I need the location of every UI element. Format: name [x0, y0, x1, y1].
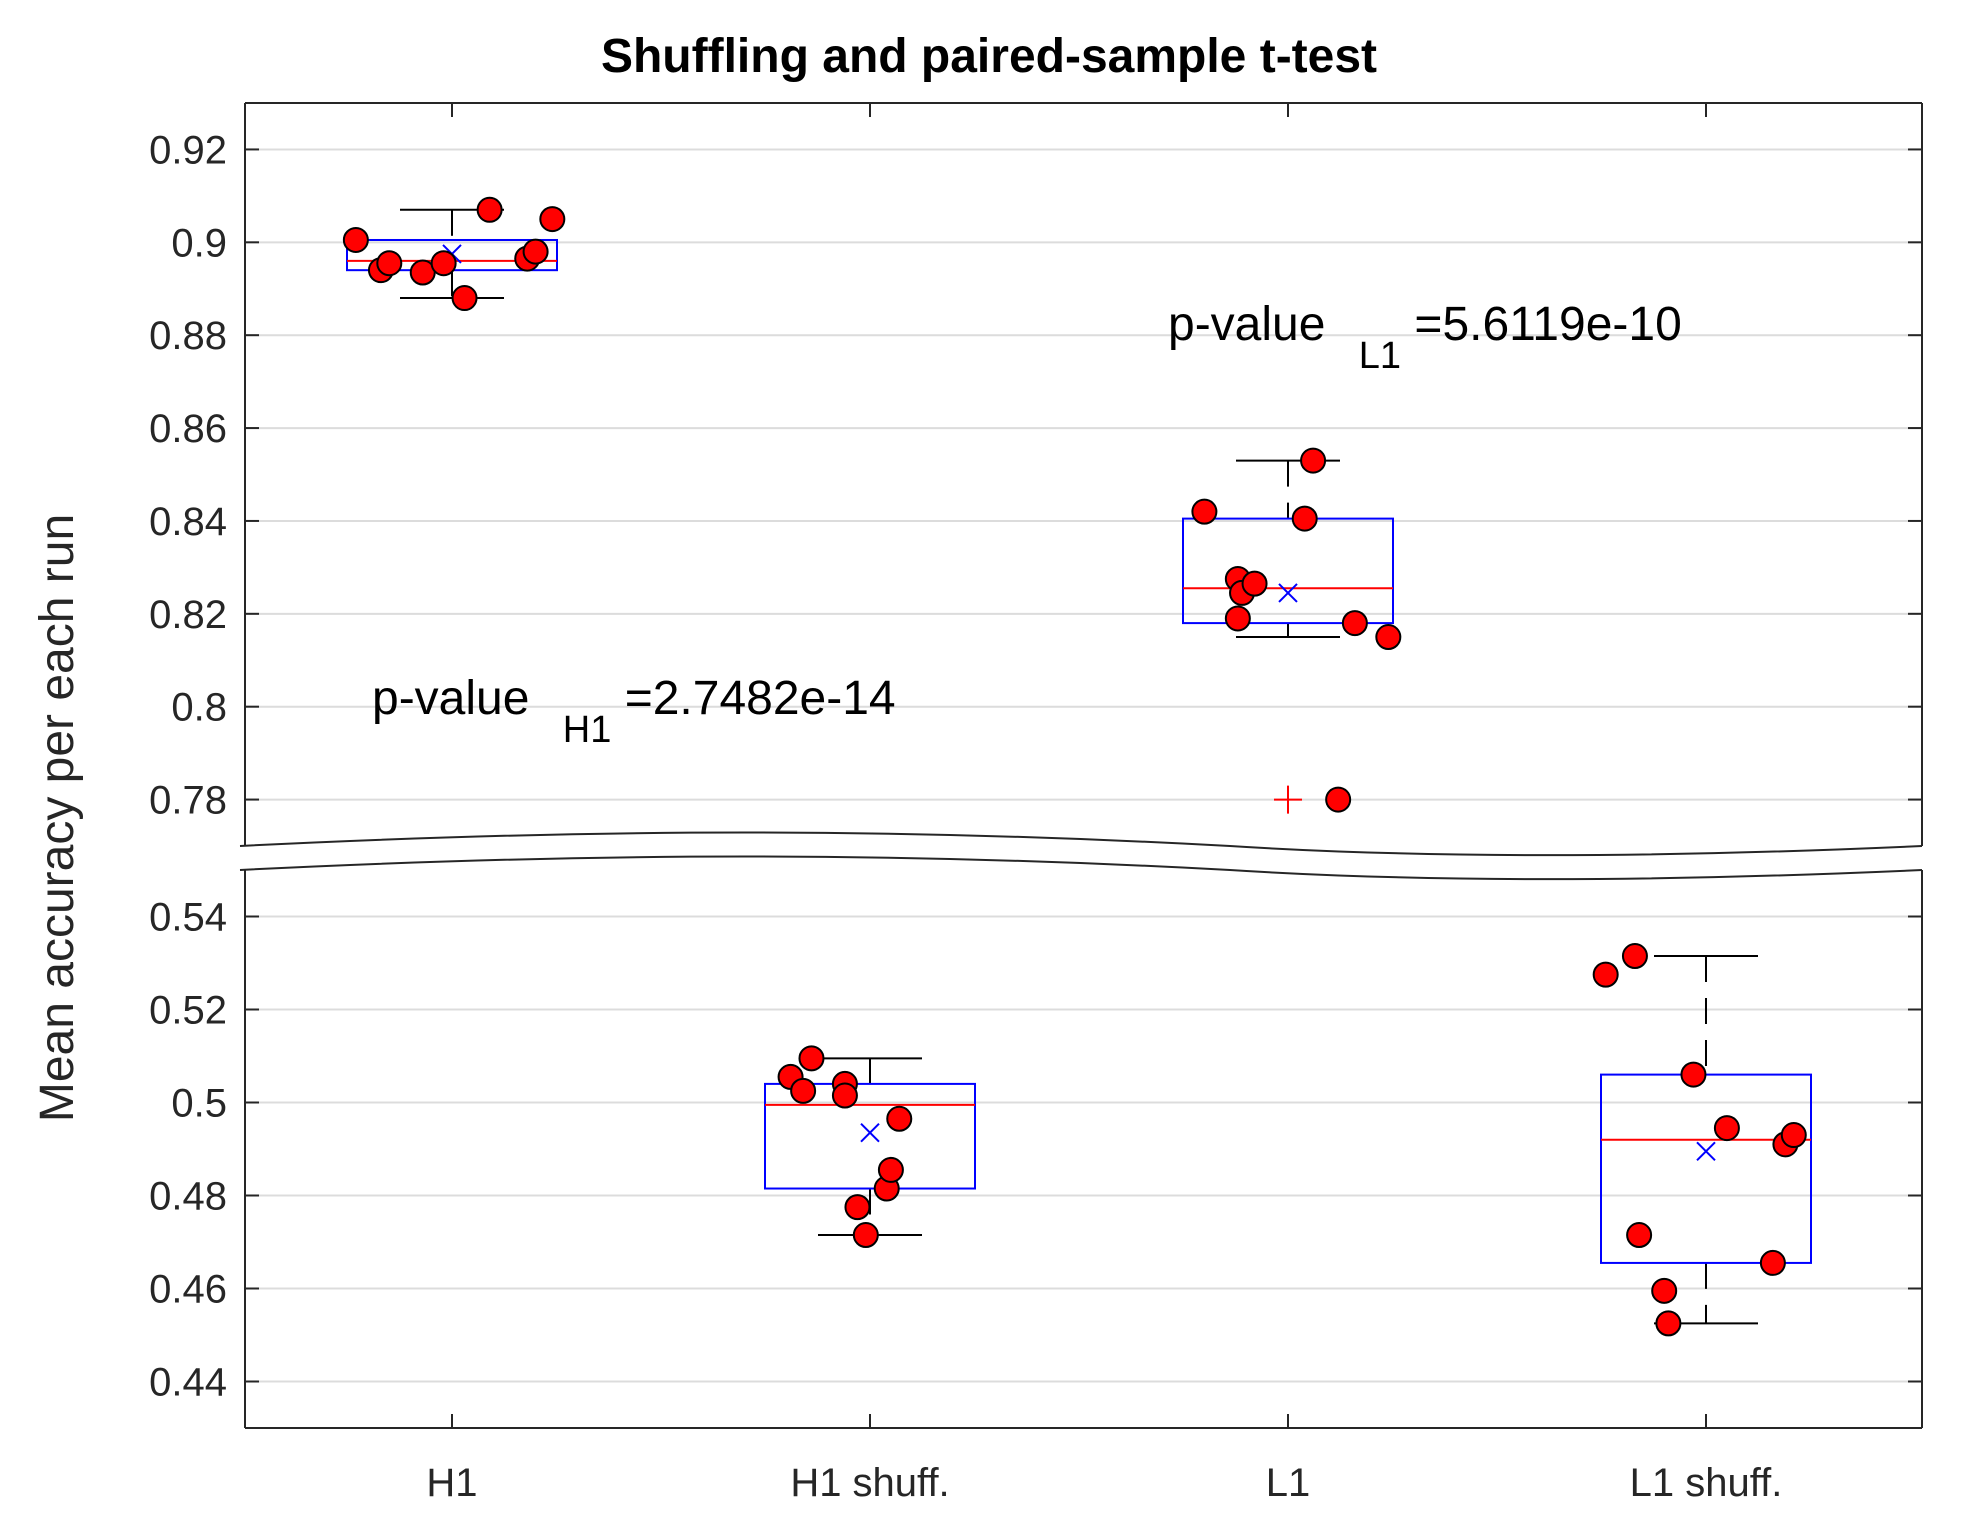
- y-tick-label: 0.84: [149, 500, 227, 544]
- annotation-l1-subscript: L1: [1359, 335, 1401, 377]
- y-tick-label: 0.86: [149, 407, 227, 451]
- axis-break-upper-curve: [239, 831, 1923, 857]
- data-point: [852, 1222, 879, 1249]
- data-point: [1759, 1249, 1786, 1276]
- data-point: [877, 1156, 904, 1183]
- tick-labels: 0.78 0.8 0.82 0.84 0.86 0.88 0.9 0.92 0.44 0.46 0.…: [149, 128, 1782, 1505]
- annotation-p-value-l1: p-value L1 =5.6119e-10: [1168, 298, 1682, 379]
- y-tick-label: 0.48: [149, 1175, 227, 1219]
- data-point: [1780, 1122, 1807, 1149]
- data-point: [522, 238, 549, 265]
- axes-frame: [244, 102, 1923, 1429]
- data-point: [539, 206, 566, 233]
- data-point: [430, 250, 457, 277]
- data-point: [798, 1045, 825, 1072]
- data-point: [1191, 498, 1218, 525]
- data-point: [1651, 1277, 1678, 1304]
- y-tick-label: 0.88: [149, 314, 227, 358]
- annotation-h1-subscript: H1: [563, 709, 612, 751]
- axis-break-lower-curve: [239, 855, 1923, 881]
- data-point: [1713, 1115, 1740, 1142]
- data-point: [1680, 1061, 1707, 1088]
- y-tick-label: 0.44: [149, 1361, 227, 1405]
- data-point: [1375, 624, 1402, 651]
- box-iqr: [764, 1082, 976, 1190]
- data-point: [1592, 961, 1619, 988]
- data-point: [1626, 1222, 1653, 1249]
- y-tick-label: 0.5: [171, 1082, 227, 1126]
- y-axis-label: Mean accuracy per each run: [31, 514, 84, 1122]
- outlier-marker: [1274, 785, 1302, 814]
- boxes: [346, 208, 1812, 1325]
- data-point: [1291, 505, 1318, 532]
- data-point: [790, 1077, 817, 1104]
- y-tick-label: 0.8: [171, 686, 227, 730]
- x-tick-label: H1: [426, 1461, 477, 1505]
- data-points: [342, 196, 1807, 1337]
- axis-break: [239, 831, 1923, 881]
- data-point: [1621, 943, 1648, 970]
- annotation-p-value-h1: p-value H1 =2.7482e-14: [372, 672, 896, 753]
- data-point: [476, 196, 503, 223]
- y-tick-label: 0.46: [149, 1268, 227, 1312]
- data-point: [1325, 786, 1352, 813]
- y-tick-label: 0.82: [149, 593, 227, 637]
- mean-marker: [1696, 1141, 1716, 1162]
- box-iqr: [1182, 517, 1394, 625]
- x-tick-label: L1: [1266, 1461, 1311, 1505]
- chart-title: Shuffling and paired-sample t-test: [601, 30, 1377, 83]
- data-point: [1241, 570, 1268, 597]
- mean-marker: [1278, 583, 1298, 603]
- data-point: [376, 250, 403, 277]
- data-point: [1655, 1310, 1682, 1337]
- data-point: [831, 1082, 858, 1109]
- y-tick-label: 0.52: [149, 989, 227, 1033]
- grid-lines: [245, 148, 1922, 1383]
- annotation-l1-suffix: =5.6119e-10: [1414, 298, 1681, 351]
- annotation-h1-text: p-value: [372, 672, 529, 725]
- data-point: [451, 285, 478, 312]
- x-tick-label: H1 shuff.: [790, 1461, 949, 1505]
- data-point: [1224, 605, 1251, 632]
- y-tick-label: 0.9: [171, 221, 227, 265]
- x-tick-label: L1 shuff.: [1630, 1461, 1783, 1505]
- y-tick-label: 0.92: [149, 128, 227, 172]
- y-tick-label: 0.78: [149, 779, 227, 823]
- axis-break-gap: [240, 832, 1922, 880]
- data-point: [342, 226, 369, 253]
- mean-marker: [860, 1123, 880, 1143]
- y-tick-label: 0.54: [149, 896, 227, 940]
- annotation-l1-text: p-value: [1168, 298, 1325, 351]
- annotation-h1-suffix: =2.7482e-14: [625, 672, 896, 725]
- data-point: [1300, 447, 1327, 474]
- data-point: [844, 1194, 871, 1221]
- data-point: [886, 1105, 913, 1132]
- data-point: [1341, 610, 1368, 637]
